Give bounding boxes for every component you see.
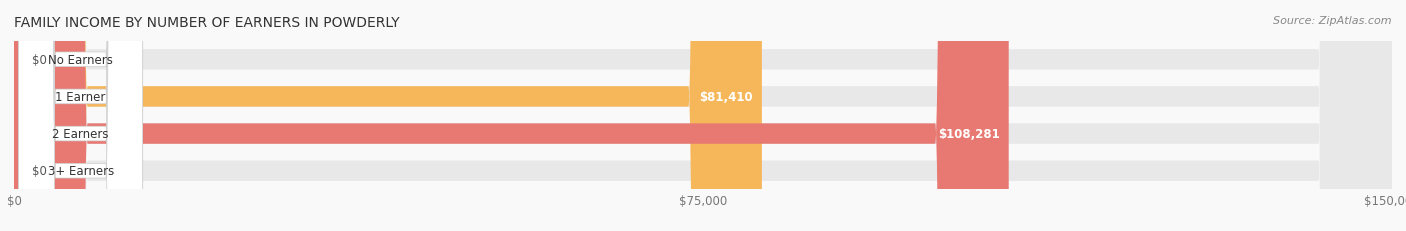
FancyBboxPatch shape [18, 0, 142, 231]
Text: $0: $0 [32, 164, 48, 177]
Text: $81,410: $81,410 [699, 91, 752, 103]
FancyBboxPatch shape [18, 0, 142, 231]
FancyBboxPatch shape [14, 0, 1008, 231]
Text: $108,281: $108,281 [938, 128, 1000, 140]
FancyBboxPatch shape [14, 0, 1392, 231]
Text: 2 Earners: 2 Earners [52, 128, 108, 140]
FancyBboxPatch shape [18, 0, 142, 231]
Text: Source: ZipAtlas.com: Source: ZipAtlas.com [1274, 16, 1392, 26]
FancyBboxPatch shape [14, 0, 1392, 231]
FancyBboxPatch shape [18, 0, 142, 231]
Text: FAMILY INCOME BY NUMBER OF EARNERS IN POWDERLY: FAMILY INCOME BY NUMBER OF EARNERS IN PO… [14, 16, 399, 30]
Text: $0: $0 [32, 54, 48, 67]
Text: 3+ Earners: 3+ Earners [48, 164, 114, 177]
Text: 1 Earner: 1 Earner [55, 91, 105, 103]
FancyBboxPatch shape [14, 0, 1392, 231]
FancyBboxPatch shape [14, 0, 762, 231]
Text: No Earners: No Earners [48, 54, 112, 67]
FancyBboxPatch shape [14, 0, 1392, 231]
